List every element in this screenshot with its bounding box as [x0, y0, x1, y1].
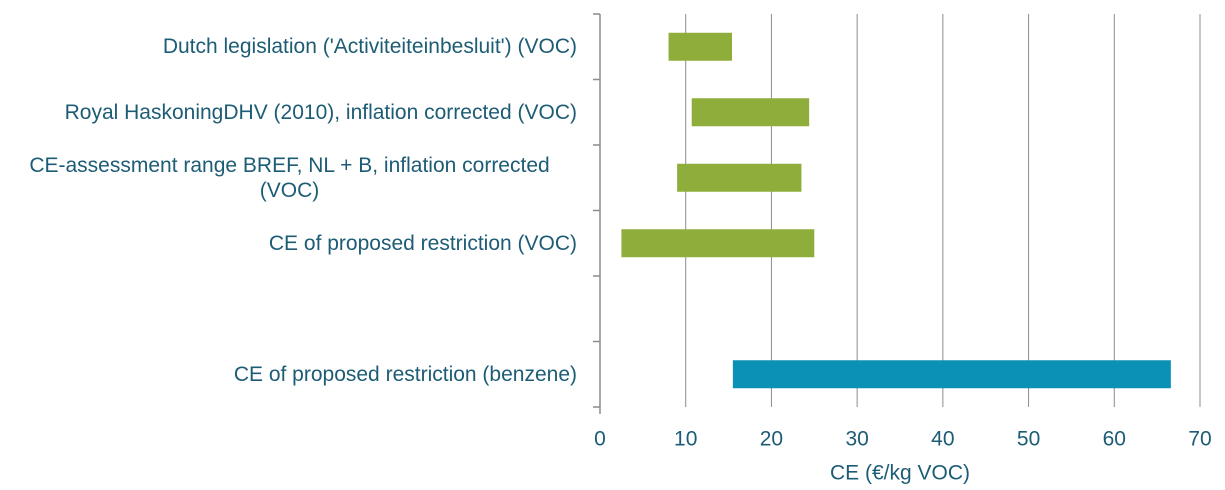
- x-tick-label: 70: [1188, 428, 1211, 451]
- x-tick-label: 60: [1103, 428, 1126, 451]
- bar: [621, 229, 815, 258]
- y-tick-label-box: Royal HaskoningDHV (2010), inflation cor…: [65, 80, 577, 146]
- y-tick-label-box: CE-assessment range BREF, NL + B, inflat…: [2, 145, 577, 211]
- y-tick-label: Dutch legislation ('Activiteiteinbesluit…: [162, 35, 577, 59]
- y-tick-label: CE-assessment range BREF, NL + B, inflat…: [29, 153, 550, 202]
- bar: [668, 32, 732, 61]
- x-tick-label: 20: [760, 428, 783, 451]
- bar: [691, 98, 810, 127]
- x-tick-label: 0: [594, 428, 606, 451]
- y-tick-label-box: Dutch legislation ('Activiteiteinbesluit…: [163, 14, 577, 80]
- x-tick-label: 30: [845, 428, 868, 451]
- y-tick-label-box: CE of proposed restriction (VOC): [269, 211, 577, 277]
- bar: [677, 163, 802, 192]
- x-axis-label: CE (€/kg VOC): [830, 462, 970, 485]
- y-tick-label: Royal HaskoningDHV (2010), inflation cor…: [64, 100, 577, 124]
- x-tick-label: 10: [674, 428, 697, 451]
- y-tick-label: CE of proposed restriction (benzene): [233, 362, 577, 386]
- bar: [732, 360, 1171, 389]
- x-tick-label: 50: [1017, 428, 1040, 451]
- y-tick-label-box: CE of proposed restriction (benzene): [234, 342, 577, 408]
- y-tick-label: CE of proposed restriction (VOC): [268, 231, 577, 255]
- x-tick-label: 40: [931, 428, 954, 451]
